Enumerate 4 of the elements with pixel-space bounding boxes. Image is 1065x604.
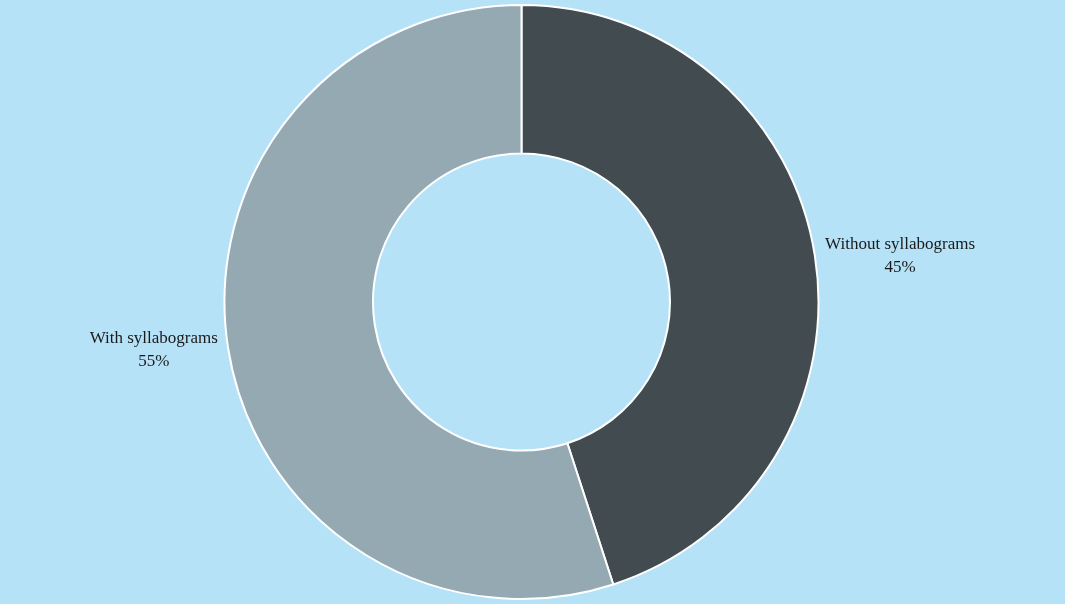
- data-label: 45%: [884, 256, 916, 276]
- slice-label: With syllabograms: [89, 328, 218, 348]
- data-label: 55%: [138, 350, 170, 370]
- slice-label: Without syllabograms: [825, 234, 976, 254]
